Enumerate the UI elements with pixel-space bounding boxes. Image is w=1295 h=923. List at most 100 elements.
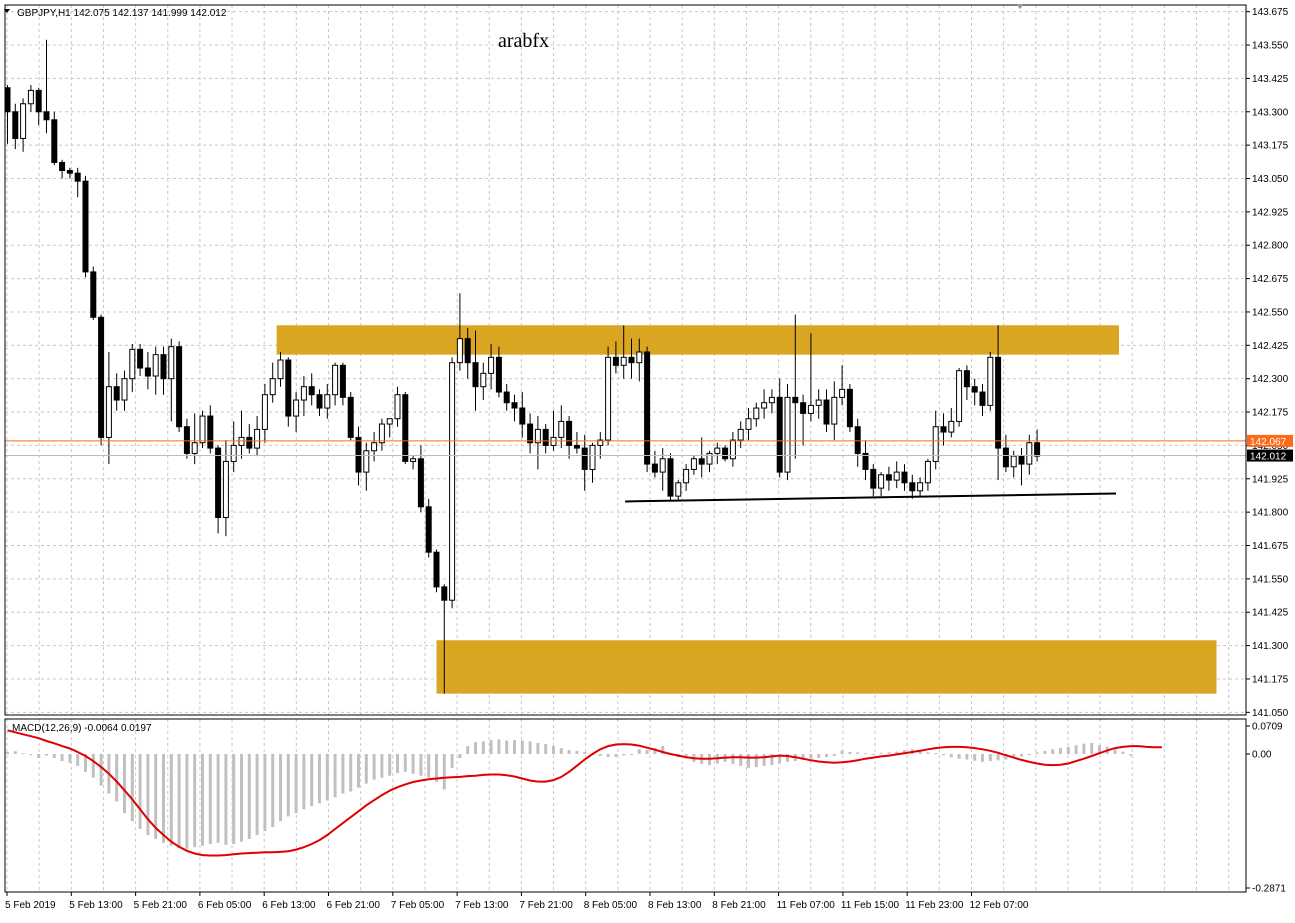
candle[interactable] <box>332 362 339 406</box>
candle[interactable] <box>176 341 183 433</box>
candle[interactable] <box>246 424 253 454</box>
candle[interactable] <box>800 394 807 446</box>
candle[interactable] <box>386 418 393 438</box>
candle[interactable] <box>963 365 970 401</box>
candle[interactable] <box>441 584 448 694</box>
candle[interactable] <box>917 477 924 497</box>
shift-marker-icon[interactable] <box>1016 4 1024 9</box>
candle[interactable] <box>449 357 456 609</box>
candle[interactable] <box>222 440 229 537</box>
candle[interactable] <box>839 365 846 406</box>
candle[interactable] <box>98 314 105 446</box>
candle[interactable] <box>43 39 50 134</box>
candle[interactable] <box>878 472 885 497</box>
candle[interactable] <box>199 410 206 449</box>
candle[interactable] <box>854 418 861 467</box>
candle[interactable] <box>316 389 323 417</box>
candle[interactable] <box>870 464 877 497</box>
candle[interactable] <box>238 410 245 459</box>
candle[interactable] <box>90 266 97 320</box>
candle[interactable] <box>1034 429 1041 462</box>
candle[interactable] <box>753 402 760 427</box>
candle[interactable] <box>277 351 284 387</box>
candle[interactable] <box>269 362 276 403</box>
candle[interactable] <box>129 343 136 393</box>
candle[interactable] <box>924 458 931 491</box>
candle[interactable] <box>66 167 73 179</box>
candle[interactable] <box>347 392 354 441</box>
candle[interactable] <box>792 314 799 459</box>
candle[interactable] <box>729 432 736 467</box>
candle[interactable] <box>901 464 908 491</box>
candle[interactable] <box>113 373 120 411</box>
candle[interactable] <box>417 445 424 513</box>
candle[interactable] <box>807 333 814 422</box>
candle[interactable] <box>215 445 222 534</box>
candle[interactable] <box>121 370 128 411</box>
candle[interactable] <box>566 416 573 459</box>
support-trendline[interactable] <box>625 492 1117 503</box>
candle[interactable] <box>768 389 775 414</box>
candle[interactable] <box>761 389 768 419</box>
candle[interactable] <box>456 293 463 371</box>
candle[interactable] <box>628 338 635 379</box>
candle[interactable] <box>371 432 378 462</box>
candle[interactable] <box>932 410 939 470</box>
candle[interactable] <box>339 362 346 406</box>
candle[interactable] <box>683 464 690 491</box>
candle[interactable] <box>862 440 869 481</box>
candle[interactable] <box>152 346 159 395</box>
candle[interactable] <box>433 549 440 593</box>
candle[interactable] <box>425 498 432 558</box>
candle[interactable] <box>846 384 853 433</box>
candle[interactable] <box>581 434 588 491</box>
candle[interactable] <box>745 408 752 441</box>
candle[interactable] <box>620 325 627 379</box>
candle[interactable] <box>488 343 495 390</box>
candle[interactable] <box>776 378 783 478</box>
candle[interactable] <box>893 461 900 489</box>
candle[interactable] <box>137 343 144 377</box>
candle[interactable] <box>597 432 604 459</box>
candle[interactable] <box>722 445 729 462</box>
candle[interactable] <box>527 413 534 454</box>
candle[interactable] <box>534 416 541 470</box>
candle[interactable] <box>495 346 502 398</box>
candle[interactable] <box>979 384 986 417</box>
candle[interactable] <box>971 378 978 406</box>
candle[interactable] <box>410 456 417 470</box>
candle[interactable] <box>909 474 916 499</box>
candle[interactable] <box>144 351 151 390</box>
candle[interactable] <box>550 410 557 451</box>
candle[interactable] <box>542 424 549 454</box>
candle[interactable] <box>714 442 721 465</box>
candle[interactable] <box>160 346 167 395</box>
candle[interactable] <box>612 341 619 374</box>
candle[interactable] <box>519 392 526 438</box>
candle[interactable] <box>402 392 409 465</box>
candle[interactable] <box>956 368 963 427</box>
candle[interactable] <box>589 442 596 483</box>
candle[interactable] <box>285 357 292 427</box>
candle[interactable] <box>503 384 510 411</box>
candle[interactable] <box>82 175 89 278</box>
candle[interactable] <box>59 159 66 179</box>
candle[interactable] <box>300 376 307 417</box>
candle[interactable] <box>948 408 955 438</box>
candle[interactable] <box>355 426 362 486</box>
candle[interactable] <box>636 338 643 382</box>
candle[interactable] <box>74 167 81 198</box>
candle[interactable] <box>690 456 697 475</box>
candle[interactable] <box>784 384 791 481</box>
candle[interactable] <box>940 413 947 446</box>
candle[interactable] <box>605 346 612 446</box>
candle[interactable] <box>995 325 1002 481</box>
candle[interactable] <box>105 351 112 465</box>
candle[interactable] <box>168 338 175 422</box>
candle[interactable] <box>573 432 580 454</box>
candle[interactable] <box>378 418 385 451</box>
candle[interactable] <box>737 421 744 449</box>
candle[interactable] <box>293 392 300 433</box>
